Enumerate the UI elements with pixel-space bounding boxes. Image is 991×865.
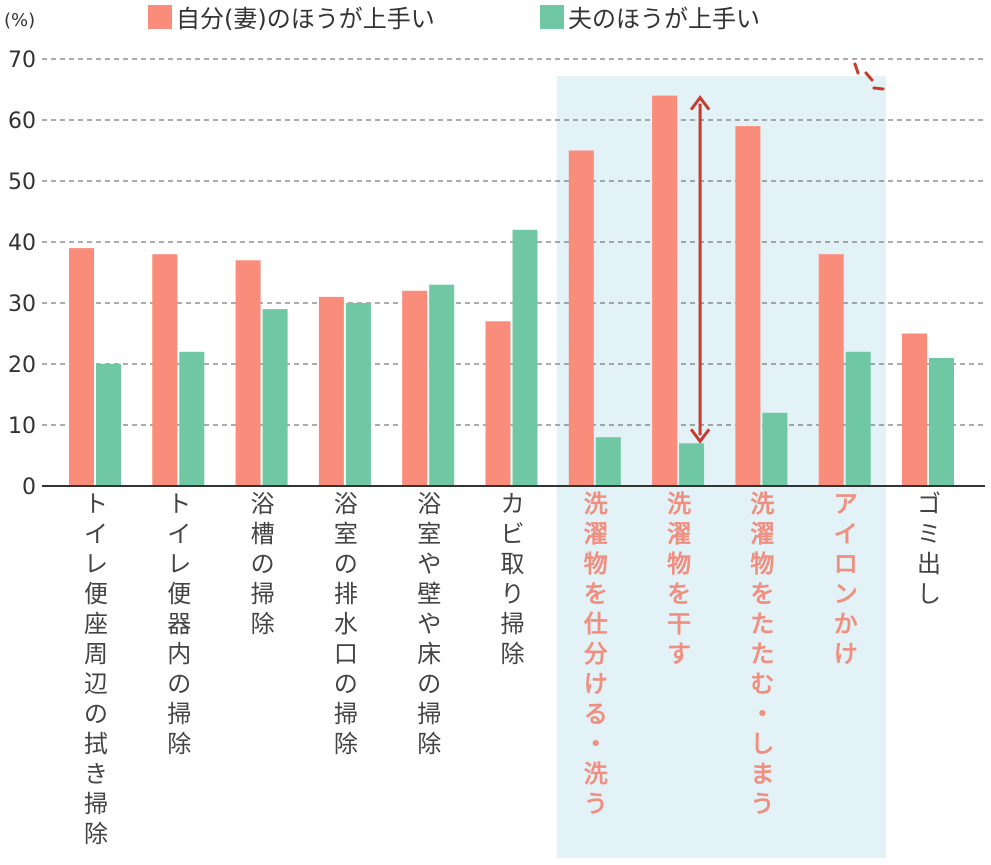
y-tick-label: 50 (8, 170, 36, 195)
x-category-label: トイレ便座周辺の拭き掃除 (84, 490, 108, 848)
y-axis-ticks: 0 10 20 30 40 50 60 70 (8, 48, 36, 500)
x-category-label: 浴室の排水口の掃除 (334, 490, 358, 758)
x-category-label: ゴミ出し (917, 490, 941, 608)
x-category-label: アイロンかけ (834, 490, 858, 668)
bar-wife (235, 260, 261, 486)
bar-husband (929, 357, 954, 486)
bar-husband (679, 443, 705, 486)
bar-wife (485, 321, 511, 486)
bar-wife (818, 254, 844, 486)
emphasis-mark (864, 71, 874, 82)
legend-label-husband: 夫のほうが上手い (568, 5, 760, 33)
y-tick-label: 0 (22, 475, 36, 500)
bar-husband (762, 412, 788, 486)
bar-wife (902, 333, 927, 486)
bar-husband (179, 351, 205, 486)
bar-husband (845, 351, 871, 486)
emphasis-mark (872, 86, 885, 91)
legend: 自分(妻)のほうが上手い 夫のほうが上手い (148, 5, 760, 33)
bar-wife (735, 126, 761, 486)
bar-wife (318, 296, 344, 486)
y-tick-label: 20 (8, 353, 36, 378)
legend-label-wife: 自分(妻)のほうが上手い (176, 5, 435, 33)
unit-label: (%) (4, 10, 35, 31)
x-category-label: 浴室や壁や床の掃除 (417, 490, 441, 758)
bar-husband (96, 364, 121, 486)
bar-husband (512, 229, 538, 487)
bar-wife (568, 150, 594, 486)
bar-husband (595, 437, 621, 486)
y-tick-label: 10 (8, 414, 36, 439)
x-category-label: 浴槽の掃除 (251, 490, 275, 638)
y-tick-label: 30 (8, 292, 36, 317)
bar-husband (262, 309, 288, 486)
bar-wife (652, 95, 678, 486)
legend-swatch-husband (540, 5, 564, 29)
legend-swatch-wife (148, 5, 172, 29)
y-tick-label: 70 (8, 48, 36, 73)
x-category-label: カビ取り掃除 (501, 490, 525, 668)
y-tick-label: 60 (8, 109, 36, 134)
bars (69, 95, 954, 487)
bar-husband (345, 303, 371, 486)
bar-wife (69, 248, 94, 486)
bar-wife (152, 254, 178, 486)
bar-wife (402, 290, 428, 486)
x-category-label: 洗濯物をたたむ・しまう (750, 490, 774, 818)
arrow-head-down (689, 428, 711, 444)
x-category-label: 洗濯物を干す (667, 490, 691, 668)
bar-husband (429, 284, 455, 486)
x-category-label: トイレ便器内の掃除 (167, 490, 191, 758)
x-category-label: 洗濯物を仕分ける・洗う (583, 490, 608, 818)
annotations (689, 62, 885, 444)
arrow-head-up (689, 95, 711, 111)
x-axis-labels: トイレ便座周辺の拭き掃除 トイレ便器内の掃除 浴槽の掃除 浴室の排水口の掃除 浴室や壁や… (84, 490, 941, 848)
emphasis-mark (853, 62, 860, 75)
y-tick-label: 40 (8, 231, 36, 256)
